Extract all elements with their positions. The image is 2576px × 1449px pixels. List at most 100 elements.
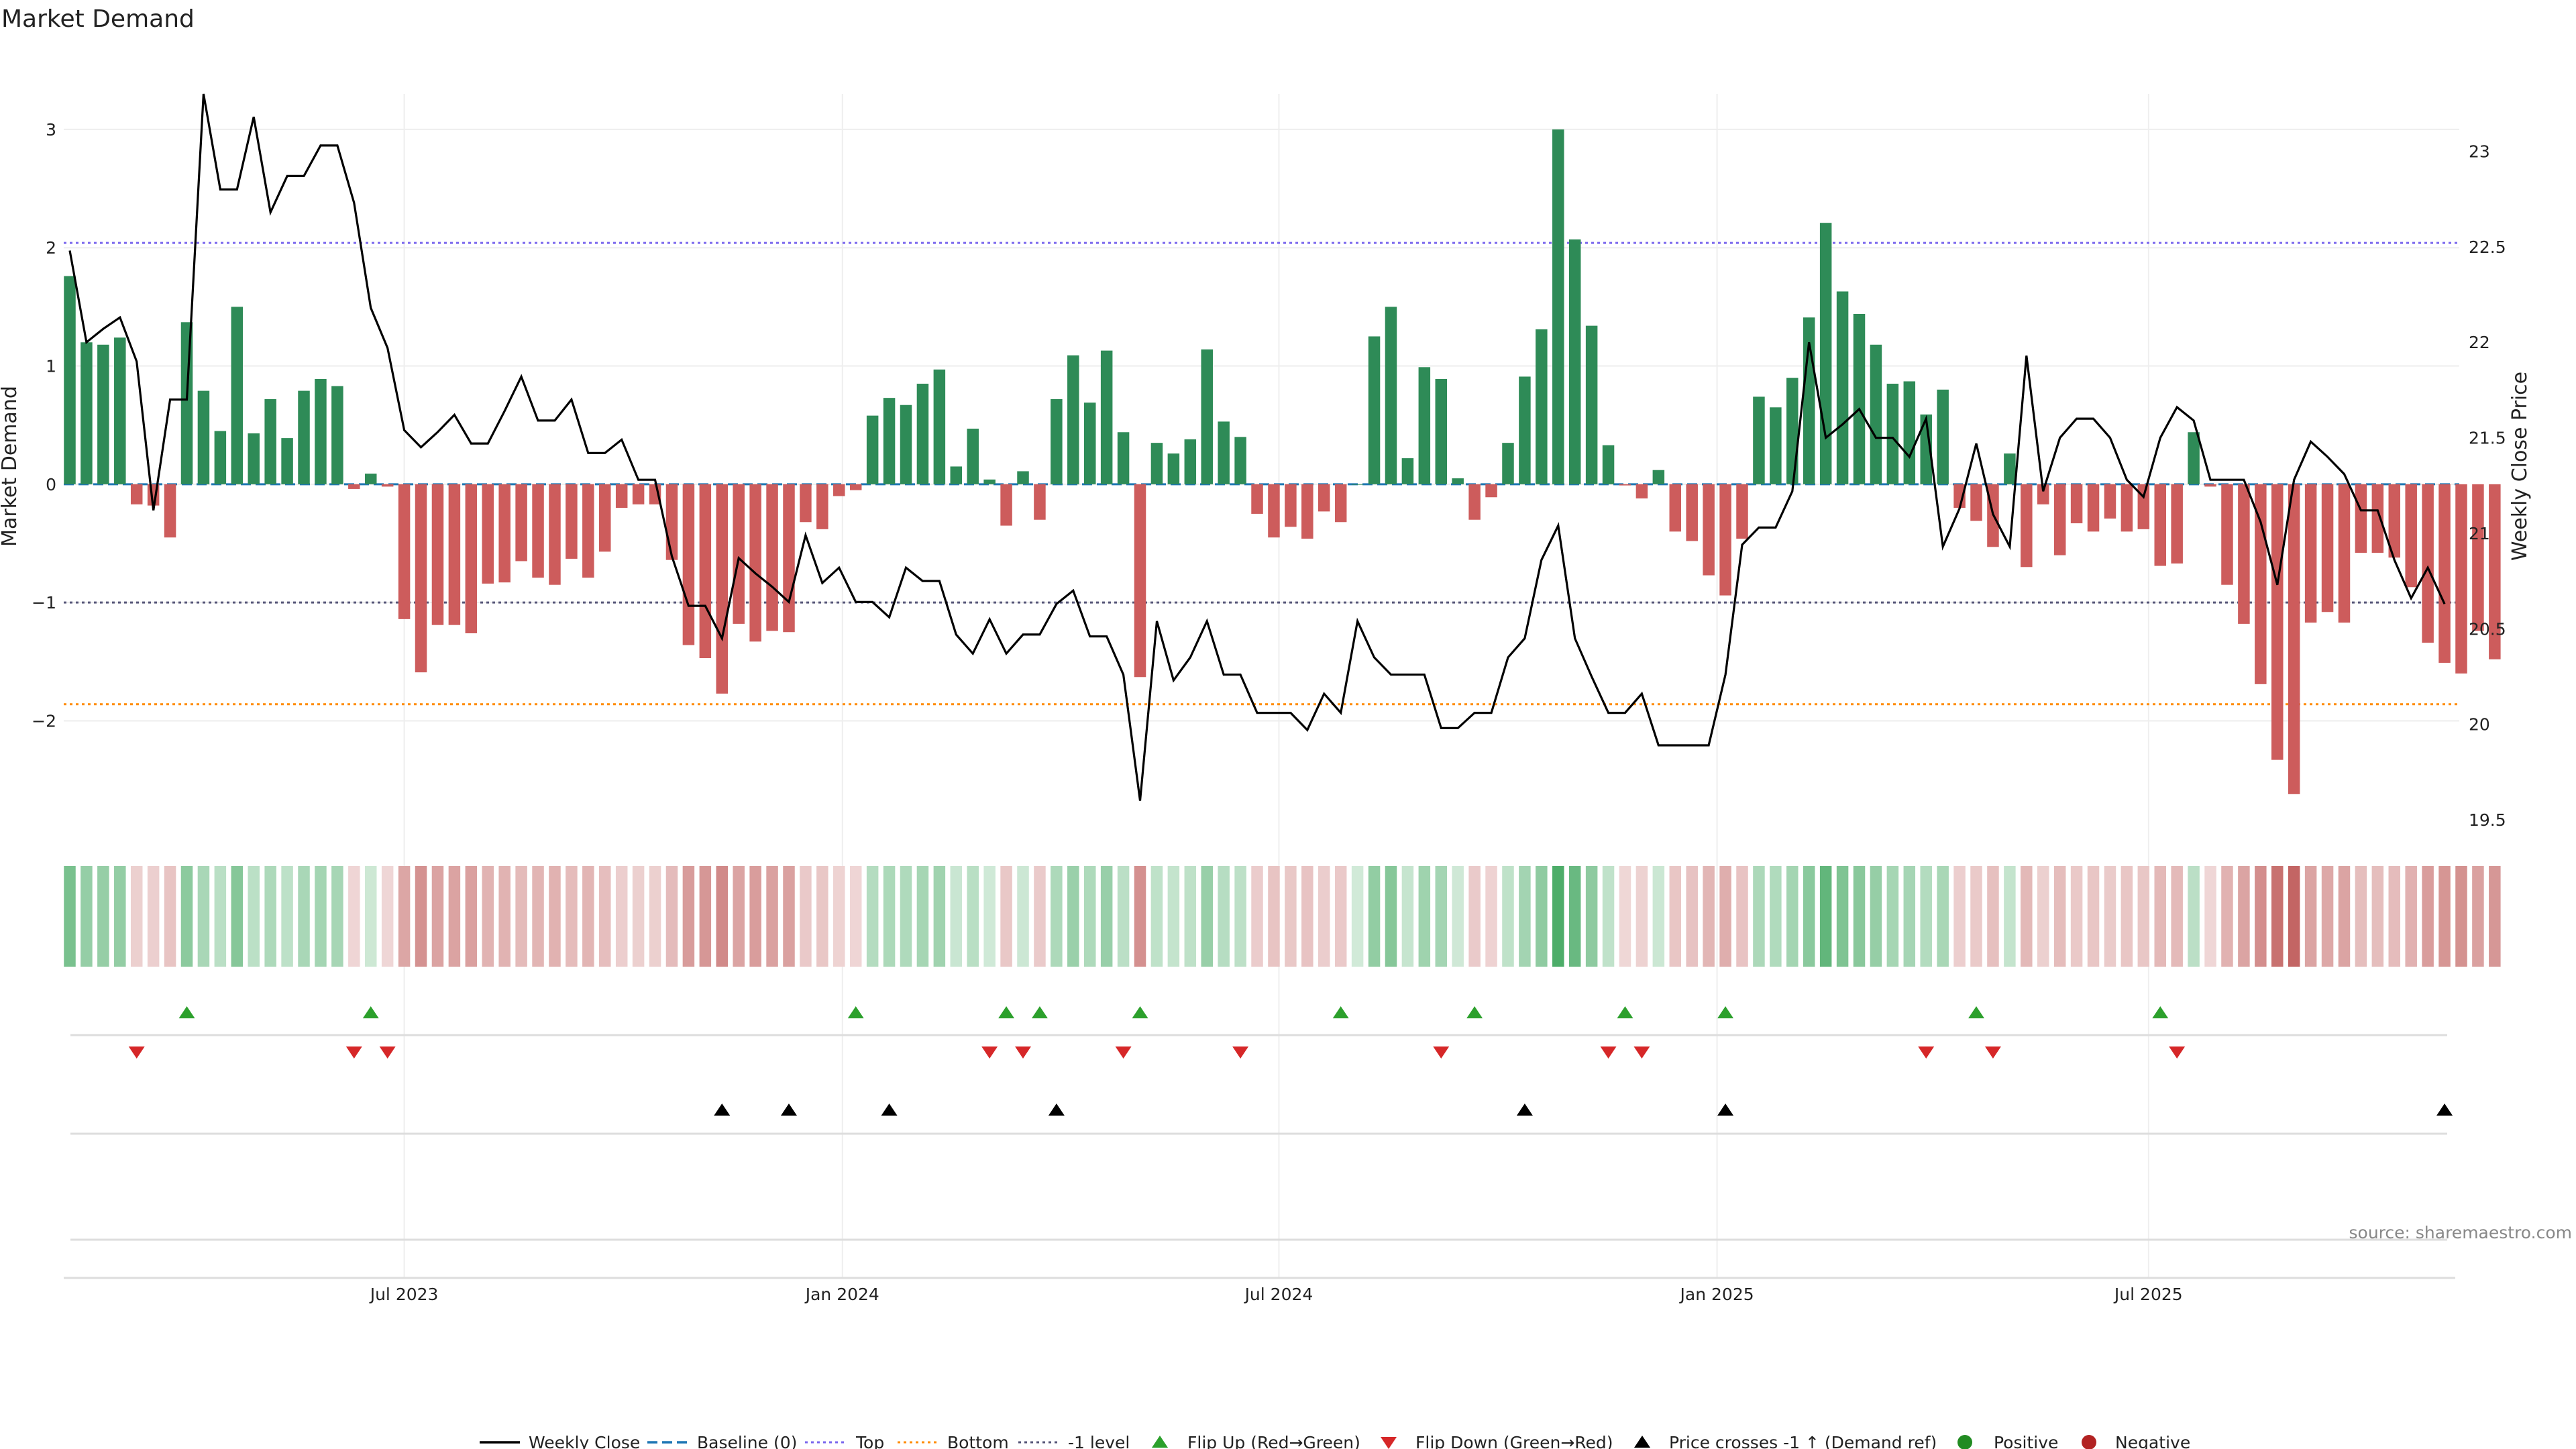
demand-bar — [2422, 484, 2434, 643]
demand-bar — [1870, 344, 1882, 484]
flip-down-marker — [1232, 1046, 1249, 1059]
heat-cell — [1301, 866, 1313, 967]
demand-bar — [716, 484, 729, 694]
heat-cell — [381, 866, 394, 967]
y2-tick-label: 23 — [2469, 142, 2490, 161]
y2-tick-label: 20.5 — [2469, 619, 2506, 639]
heat-cell — [665, 866, 678, 967]
heat-cell — [1218, 866, 1230, 967]
heat-cell — [1937, 866, 1949, 967]
heat-cell — [1753, 866, 1765, 967]
demand-bar — [1536, 329, 1548, 484]
left-axis-ticks: −2 −1 0 1 2 3 — [32, 120, 56, 731]
heat-cell — [967, 866, 979, 967]
heat-cell — [1686, 866, 1698, 967]
demand-bar — [682, 484, 695, 645]
heat-cell — [2271, 866, 2284, 967]
demand-bar — [1502, 443, 1514, 484]
heat-cell — [1251, 866, 1263, 967]
demand-bar — [1686, 484, 1698, 541]
demand-bar — [415, 484, 427, 673]
heat-cell — [2304, 866, 2317, 967]
demand-bar — [833, 484, 845, 496]
heat-cell — [364, 866, 377, 967]
demand-bar — [2104, 484, 2116, 519]
demand-bar — [2121, 484, 2133, 532]
heat-cell — [549, 866, 561, 967]
demand-bar — [800, 484, 812, 523]
flip-down-marker — [981, 1046, 998, 1059]
price-cross-marker — [780, 1104, 797, 1116]
price-cross-marker — [1717, 1104, 1734, 1116]
demand-bar — [2288, 484, 2300, 794]
flip-up-marker — [998, 1006, 1015, 1018]
demand-bar — [1568, 239, 1581, 484]
demand-bar — [1184, 439, 1197, 484]
heat-cell — [800, 866, 812, 967]
flip-up-marker — [362, 1006, 379, 1018]
heat-cell — [699, 866, 712, 967]
demand-bar — [264, 398, 276, 484]
demand-bar — [2004, 453, 2016, 484]
demand-bar — [214, 431, 227, 484]
heat-cell — [2137, 866, 2150, 967]
heat-cell — [482, 866, 494, 967]
demand-bar — [1770, 407, 1782, 484]
heat-cell — [2221, 866, 2233, 967]
heat-cell — [231, 866, 244, 967]
heat-cell — [649, 866, 661, 967]
demand-bar — [1201, 349, 1213, 484]
demand-bar — [164, 484, 176, 538]
heat-cell — [749, 866, 761, 967]
weekly-close-line — [68, 93, 2446, 801]
heat-cell — [1117, 866, 1130, 967]
heat-cell — [883, 866, 896, 967]
heat-cell — [1770, 866, 1782, 967]
gridlines — [64, 94, 2459, 1279]
demand-bar — [1635, 484, 1648, 499]
demand-bar — [883, 398, 896, 484]
heat-cell — [2087, 866, 2100, 967]
heat-cell — [1502, 866, 1514, 967]
heat-cell — [1987, 866, 1999, 967]
demand-bar — [2455, 484, 2467, 674]
y2-tick-label: 19.5 — [2469, 810, 2506, 830]
demand-bar — [2338, 484, 2351, 623]
flip-up-marker — [1132, 1006, 1148, 1018]
heat-cell — [1351, 866, 1364, 967]
heat-cell — [2021, 866, 2033, 967]
heat-cell — [80, 866, 93, 967]
demand-bar — [1134, 484, 1146, 678]
demand-bar — [766, 484, 778, 631]
heat-cell — [2338, 866, 2351, 967]
heat-cell — [1051, 866, 1063, 967]
heat-cell — [1100, 866, 1113, 967]
demand-bar — [549, 484, 561, 585]
heat-cell — [415, 866, 427, 967]
heat-cell — [1870, 866, 1882, 967]
heat-cell — [2438, 866, 2451, 967]
heat-cell — [1669, 866, 1682, 967]
demand-bar — [2304, 484, 2317, 623]
legend-price-cross: Price crosses -1 ↑ (Demand ref) — [1634, 1433, 1937, 1449]
legend-minus-one-level: -1 level — [1018, 1433, 1130, 1449]
demand-bar — [900, 405, 912, 484]
heat-cell — [866, 866, 879, 967]
heat-cell — [1953, 866, 1966, 967]
demand-bar — [849, 484, 862, 490]
y-tick-label: −1 — [32, 593, 56, 612]
heat-cell — [615, 866, 628, 967]
x-tick-label: Jan 2025 — [1679, 1285, 1754, 1304]
demand-bar — [1334, 484, 1347, 523]
demand-bar — [2438, 484, 2451, 663]
demand-heatmap-strip — [64, 866, 2501, 967]
price-cross-marker — [881, 1104, 898, 1116]
heat-cell — [783, 866, 795, 967]
flip-up-marker — [847, 1006, 864, 1018]
demand-bar — [967, 428, 979, 484]
heat-cell — [147, 866, 160, 967]
demand-bar — [1485, 484, 1497, 498]
heat-cell — [1134, 866, 1146, 967]
heat-cell — [264, 866, 276, 967]
